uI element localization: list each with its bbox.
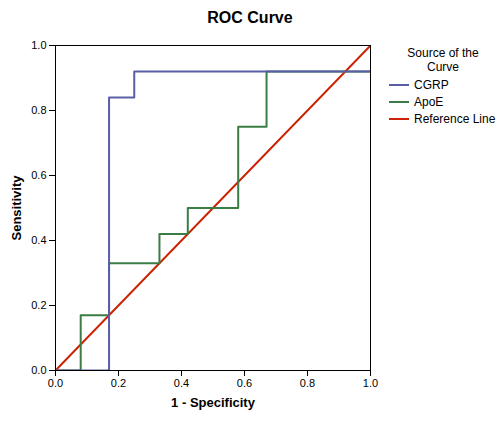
svg-text:0.4: 0.4: [31, 234, 46, 246]
html-text:Source of the Curve: Source of the Curve: [407, 46, 479, 74]
html-text:ROC Curve: ROC Curve: [207, 9, 293, 26]
svg-text:0.6: 0.6: [31, 169, 46, 181]
svg-text:0.8: 0.8: [31, 104, 46, 116]
svg-text:Sensitivity: Sensitivity: [9, 175, 24, 241]
svg-text:0.6: 0.6: [237, 377, 252, 389]
svg-text:1.0: 1.0: [363, 377, 378, 389]
svg-text:0.0: 0.0: [31, 364, 46, 376]
svg-text:1 - Specificity: 1 - Specificity: [171, 395, 256, 410]
svg-text:0.2: 0.2: [111, 377, 126, 389]
svg-text:0.0: 0.0: [48, 377, 63, 389]
html-text:ApoE: ApoE: [414, 95, 444, 109]
svg-text:0.8: 0.8: [300, 377, 315, 389]
svg-text:0.4: 0.4: [174, 377, 189, 389]
svg-text:0.2: 0.2: [31, 299, 46, 311]
html-text:Reference Line: Reference Line: [414, 112, 496, 126]
html-text:CGRP: CGRP: [414, 78, 449, 92]
svg-text:1.0: 1.0: [31, 39, 46, 51]
